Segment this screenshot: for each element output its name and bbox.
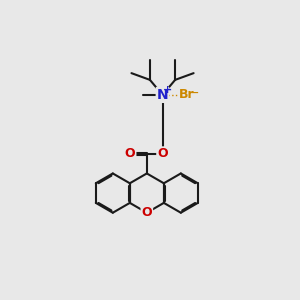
Text: +: +: [163, 85, 172, 95]
Text: O: O: [142, 206, 152, 219]
Text: −: −: [190, 88, 199, 98]
Text: N: N: [157, 88, 168, 102]
Text: O: O: [157, 147, 168, 160]
Text: Br: Br: [179, 88, 195, 101]
Text: O: O: [125, 147, 135, 160]
